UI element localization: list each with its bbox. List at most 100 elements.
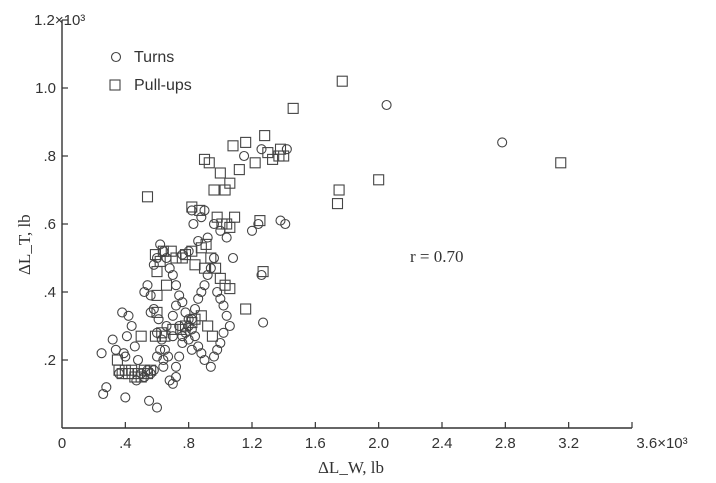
- point-pull-ups: [141, 191, 154, 203]
- point-pull-ups: [200, 238, 212, 250]
- point-turns: [205, 361, 216, 372]
- point-pull-ups: [135, 371, 147, 383]
- point-pull-ups: [214, 167, 226, 179]
- x-tick-label: 2.4: [432, 435, 453, 452]
- point-turns: [497, 137, 508, 148]
- point-turns: [193, 293, 204, 304]
- point-turns: [170, 300, 182, 311]
- point-turns: [96, 348, 107, 359]
- point-pull-ups: [240, 136, 252, 148]
- legend-turns-marker: [110, 51, 122, 63]
- point-turns: [158, 354, 169, 366]
- point-turns: [186, 324, 197, 335]
- point-pull-ups: [135, 330, 147, 342]
- point-turns: [145, 290, 156, 301]
- point-turns: [139, 286, 150, 298]
- x-tick-label: 2.0: [368, 435, 389, 452]
- point-turns: [218, 327, 229, 338]
- point-turns: [167, 269, 178, 281]
- point-turns: [174, 290, 185, 301]
- y-tick-label: .8: [43, 148, 56, 165]
- point-turns: [221, 232, 232, 243]
- point-turns: [215, 337, 226, 349]
- point-turns: [202, 269, 213, 281]
- point-turns: [120, 392, 131, 403]
- point-pull-ups: [156, 327, 168, 339]
- point-turns: [256, 144, 267, 155]
- point-turns: [170, 280, 182, 291]
- y-tick-label: .4: [43, 284, 56, 301]
- point-turns: [155, 344, 166, 355]
- x-tick-label: 1.6: [305, 435, 326, 452]
- legend-pullups-marker: [109, 79, 121, 91]
- point-pull-ups: [333, 184, 345, 196]
- point-pull-ups: [160, 279, 173, 291]
- point-turns: [183, 314, 194, 325]
- point-turns: [117, 307, 128, 318]
- point-turns: [145, 307, 156, 318]
- point-pull-ups: [206, 330, 218, 342]
- point-turns: [186, 344, 197, 355]
- point-pull-ups: [229, 211, 241, 223]
- point-turns: [164, 263, 175, 274]
- point-turns: [202, 232, 213, 243]
- point-pull-ups: [202, 320, 214, 332]
- point-turns: [164, 375, 175, 386]
- point-turns: [153, 314, 164, 325]
- x-tick-label: .4: [119, 435, 132, 452]
- point-pull-ups: [224, 177, 236, 189]
- point-pull-ups: [257, 266, 269, 278]
- point-turns: [144, 395, 155, 406]
- point-turns: [239, 150, 250, 162]
- point-turns: [281, 144, 292, 155]
- point-turns: [151, 402, 163, 413]
- point-turns: [167, 331, 178, 342]
- point-pull-ups: [373, 174, 385, 186]
- point-turns: [180, 307, 191, 318]
- point-turns: [167, 378, 178, 389]
- x-tick-label: 2.8: [495, 435, 516, 452]
- point-turns: [199, 354, 210, 366]
- point-pull-ups: [145, 364, 157, 376]
- y-tick-label: .2: [43, 352, 56, 369]
- point-pull-ups: [233, 164, 245, 176]
- legend: Turns Pull-ups: [109, 49, 192, 94]
- point-pull-ups: [267, 153, 279, 165]
- point-turns: [101, 382, 112, 393]
- point-turns: [199, 280, 210, 291]
- point-turns: [121, 331, 132, 342]
- point-turns: [148, 303, 159, 315]
- point-turns: [177, 297, 188, 308]
- x-tick-label: 3.6×10³: [636, 435, 687, 452]
- point-turns: [98, 388, 109, 400]
- point-turns: [132, 354, 144, 366]
- point-turns: [113, 368, 125, 379]
- point-pull-ups: [176, 252, 188, 264]
- point-pull-ups: [331, 198, 344, 210]
- point-pull-ups: [198, 153, 211, 165]
- point-turns: [120, 351, 131, 362]
- point-pull-ups: [249, 157, 261, 169]
- point-turns: [208, 218, 220, 230]
- point-turns: [193, 341, 204, 352]
- point-pull-ups: [126, 364, 138, 376]
- point-pull-ups: [224, 221, 236, 233]
- point-turns: [227, 252, 239, 264]
- point-pull-ups: [336, 75, 348, 87]
- point-pull-ups: [208, 184, 220, 196]
- point-pull-ups: [555, 157, 567, 169]
- y-tick-label: 1.2×10³: [34, 12, 85, 29]
- x-tick-label: 1.2: [242, 435, 263, 452]
- y-tick-label: .6: [43, 216, 56, 233]
- legend-pullups-label: Pull-ups: [134, 77, 192, 94]
- point-turns: [167, 310, 178, 321]
- x-tick-label: .8: [182, 435, 195, 452]
- point-pull-ups: [157, 245, 169, 257]
- point-pull-ups: [254, 215, 266, 227]
- point-pull-ups: [179, 320, 192, 332]
- point-turns: [159, 344, 170, 355]
- point-turns: [189, 303, 201, 315]
- point-pull-ups: [138, 364, 150, 376]
- point-pull-ups: [195, 310, 207, 322]
